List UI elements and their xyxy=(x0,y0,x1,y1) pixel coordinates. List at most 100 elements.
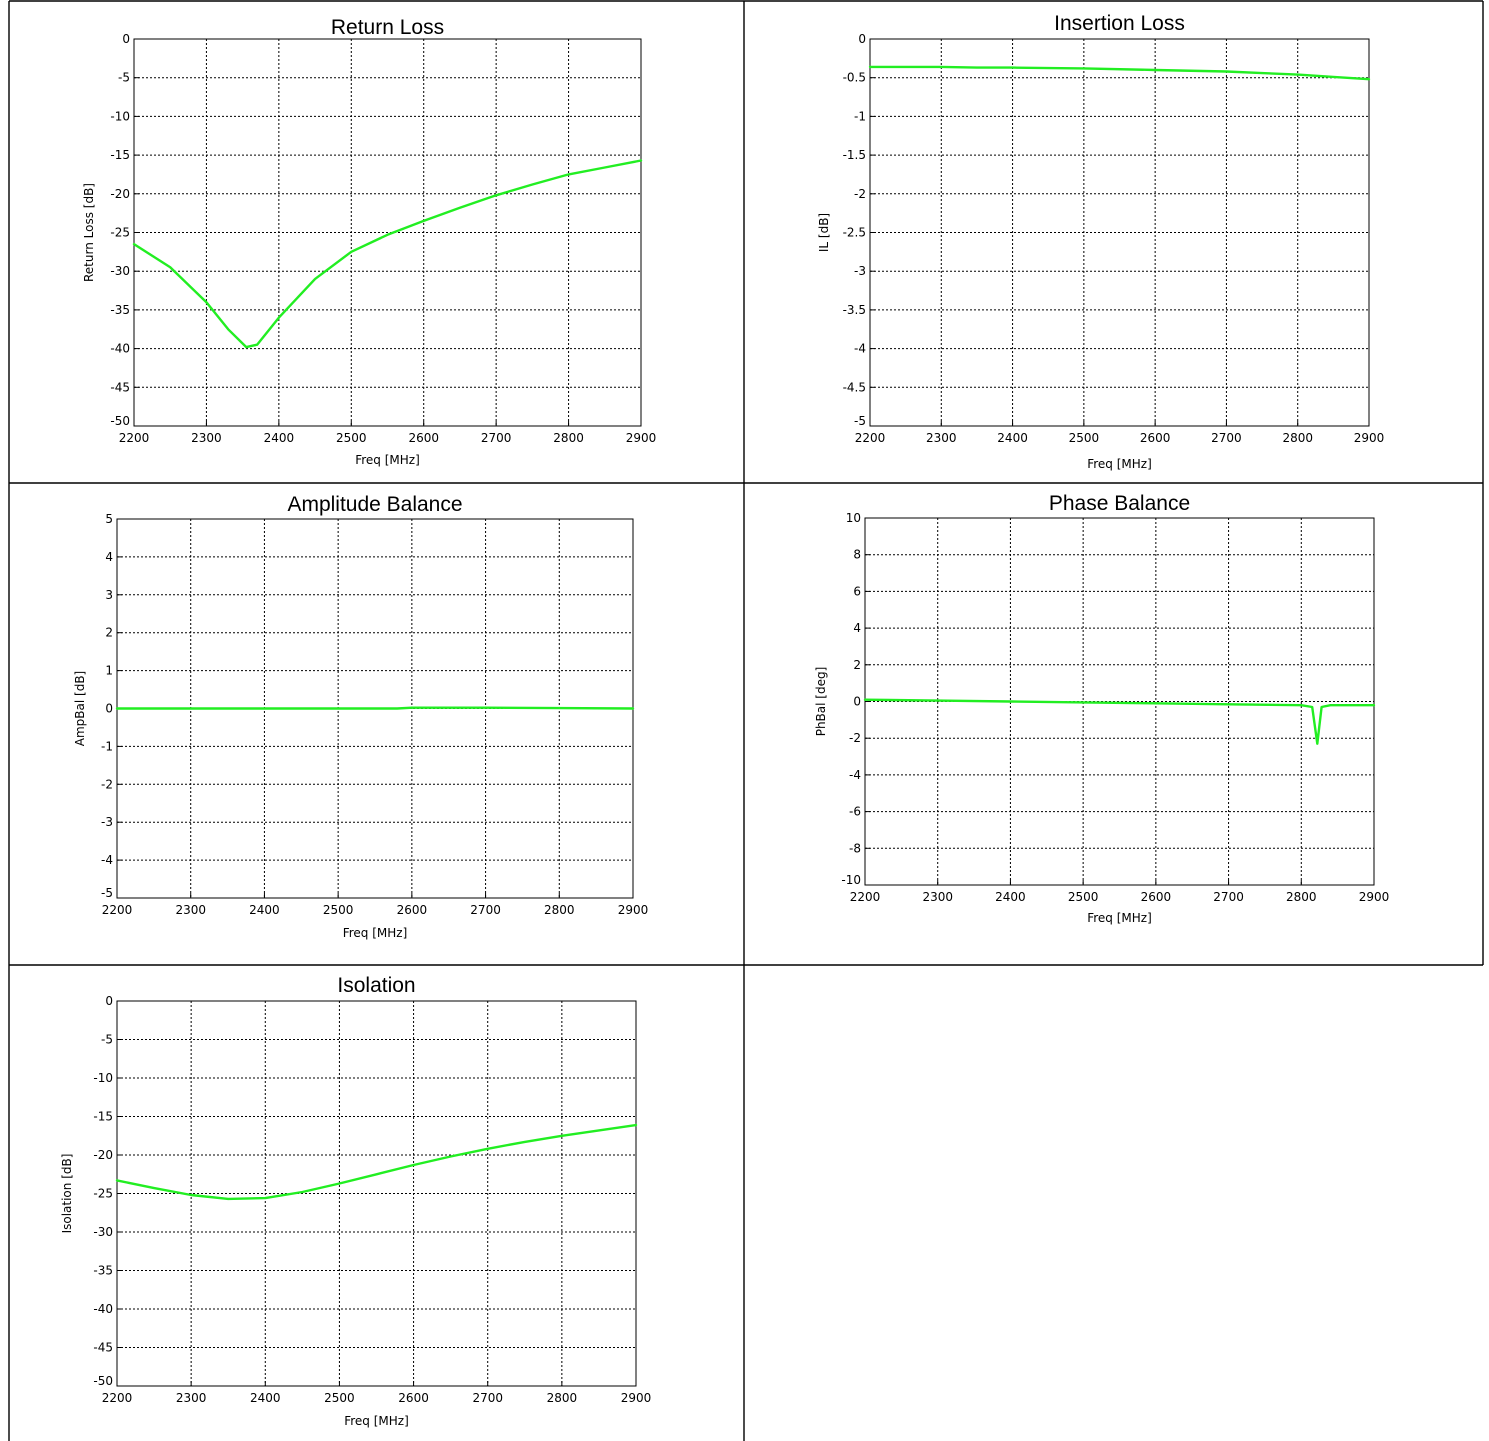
y-tick-label: -50 xyxy=(93,1374,113,1388)
y-tick-label: -35 xyxy=(93,1264,113,1278)
y-tick-label: 0 xyxy=(853,695,861,709)
y-axis-label: Return Loss [dB] xyxy=(82,183,96,282)
y-tick-label: -30 xyxy=(93,1225,113,1239)
chart-2: 2200 2300 2400 2500 2600 2700 2800 2900 0 -0.5 -1 -… xyxy=(817,12,1384,471)
x-tick-label: 2600 xyxy=(408,431,439,445)
y-tick-label: -20 xyxy=(93,1148,113,1162)
x-tick-label: 2500 xyxy=(324,1391,355,1405)
x-tick-label: 2400 xyxy=(995,890,1026,904)
y-tick-label: -3.5 xyxy=(843,303,866,317)
chart-1: 2200 2300 2400 2500 2600 2700 2800 2900 0 -5 -10 -1… xyxy=(82,16,656,467)
y-tick-label: -15 xyxy=(93,1110,113,1124)
x-tick-label: 2900 xyxy=(626,431,657,445)
x-tick-label: 2500 xyxy=(1069,431,1100,445)
x-axis-label: Freq [MHz] xyxy=(343,926,408,940)
y-tick-label: 4 xyxy=(105,550,113,564)
y-tick-label: -5 xyxy=(118,71,130,85)
x-tick-label: 2200 xyxy=(119,431,150,445)
x-tick-label: 2800 xyxy=(1282,431,1313,445)
x-tick-label: 2200 xyxy=(855,431,886,445)
series-line xyxy=(115,1123,638,1201)
y-axis-label: AmpBal [dB] xyxy=(73,671,87,746)
y-tick-label: -2 xyxy=(849,731,861,745)
y-tick-label: -10 xyxy=(93,1071,113,1085)
y-tick-label: -3 xyxy=(101,815,113,829)
y-tick-label: -0.5 xyxy=(843,71,866,85)
x-tick-label: 2700 xyxy=(1211,431,1242,445)
y-tick-label: 0 xyxy=(858,32,866,46)
x-tick-label: 2900 xyxy=(1354,431,1385,445)
y-tick-label: -5 xyxy=(101,886,113,900)
x-tick-label: 2400 xyxy=(249,903,280,917)
y-tick-label: -2 xyxy=(854,187,866,201)
y-tick-label: -4 xyxy=(101,853,113,867)
x-axis-label: Freq [MHz] xyxy=(344,1414,409,1428)
y-tick-label: 1 xyxy=(105,664,113,678)
series-line xyxy=(115,706,635,710)
y-tick-label: -10 xyxy=(110,109,130,123)
x-tick-label: 2300 xyxy=(176,1391,207,1405)
series-line xyxy=(863,698,1376,745)
y-tick-label: -15 xyxy=(110,148,130,162)
x-tick-label: 2200 xyxy=(102,903,133,917)
y-tick-label: -40 xyxy=(93,1302,113,1316)
x-tick-label: 2700 xyxy=(481,431,512,445)
x-tick-label: 2900 xyxy=(618,903,649,917)
x-tick-label: 2400 xyxy=(250,1391,281,1405)
x-tick-label: 2700 xyxy=(470,903,501,917)
x-tick-label: 2500 xyxy=(336,431,367,445)
y-tick-label: -25 xyxy=(93,1187,113,1201)
y-tick-label: 10 xyxy=(846,511,861,525)
x-tick-label: 2600 xyxy=(397,903,428,917)
y-tick-label: 0 xyxy=(105,702,113,716)
x-tick-label: 2700 xyxy=(1213,890,1244,904)
x-tick-label: 2300 xyxy=(191,431,222,445)
x-tick-label: 2800 xyxy=(547,1391,578,1405)
chart-title: Insertion Loss xyxy=(1054,12,1185,35)
y-tick-label: -4 xyxy=(849,768,861,782)
chart-title: Isolation xyxy=(337,974,415,997)
x-tick-label: 2300 xyxy=(922,890,953,904)
y-tick-label: 5 xyxy=(105,512,113,526)
y-axis-label: PhBal [deg] xyxy=(814,667,828,737)
y-tick-label: -20 xyxy=(110,187,130,201)
series-line xyxy=(132,159,643,349)
report-grid-borders xyxy=(8,0,1484,1441)
y-tick-label: -2 xyxy=(101,777,113,791)
x-tick-label: 2300 xyxy=(926,431,957,445)
y-tick-label: -1 xyxy=(854,109,866,123)
y-axis-label: IL [dB] xyxy=(817,213,831,252)
chart-5: 2200 2300 2400 2500 2600 2700 2800 2900 0 -5 -10 -1… xyxy=(60,974,651,1428)
x-tick-label: 2400 xyxy=(997,431,1028,445)
chart-3: 2200 2300 2400 2500 2600 2700 2800 2900 5 4 3 2 1 0 -1… xyxy=(73,493,648,940)
y-tick-label: -45 xyxy=(110,380,130,394)
x-tick-label: 2900 xyxy=(621,1391,652,1405)
chart-4: 2200 2300 2400 2500 2600 2700 2800 2900 10 8 6 4 2 0 -… xyxy=(814,492,1389,925)
y-tick-label: -3 xyxy=(854,264,866,278)
y-tick-label: -10 xyxy=(841,873,861,887)
y-tick-label: 2 xyxy=(853,658,861,672)
y-tick-label: -25 xyxy=(110,226,130,240)
y-tick-label: 0 xyxy=(122,32,130,46)
y-tick-label: 3 xyxy=(105,588,113,602)
x-tick-label: 2600 xyxy=(398,1391,429,1405)
x-tick-label: 2900 xyxy=(1359,890,1390,904)
x-tick-label: 2800 xyxy=(1286,890,1317,904)
y-tick-label: -35 xyxy=(110,303,130,317)
y-tick-label: -4 xyxy=(854,342,866,356)
x-tick-label: 2500 xyxy=(1068,890,1099,904)
x-axis-label: Freq [MHz] xyxy=(1087,457,1152,471)
y-tick-label: -1 xyxy=(101,739,113,753)
x-tick-label: 2300 xyxy=(175,903,206,917)
y-tick-label: 6 xyxy=(853,584,861,598)
x-tick-label: 2400 xyxy=(264,431,295,445)
y-tick-label: 8 xyxy=(853,548,861,562)
y-tick-label: 0 xyxy=(105,994,113,1008)
y-tick-label: -30 xyxy=(110,264,130,278)
y-tick-label: -50 xyxy=(110,414,130,428)
y-tick-label: -5 xyxy=(101,1033,113,1047)
charts: 2200 2300 2400 2500 2600 2700 2800 29000-5-10-1… xyxy=(60,12,1389,1428)
y-tick-label: -40 xyxy=(110,342,130,356)
x-tick-label: 2800 xyxy=(544,903,575,917)
